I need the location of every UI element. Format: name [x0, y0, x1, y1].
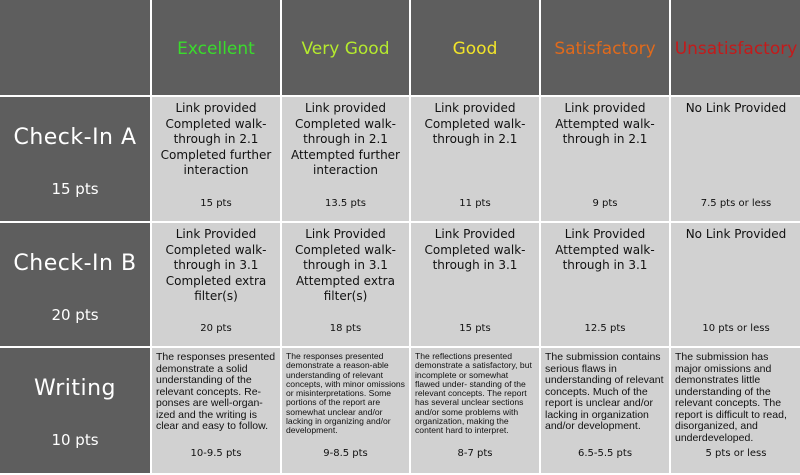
criterion-score: 10-9.5 pts	[190, 448, 242, 459]
criterion-score: 15 pts	[459, 323, 491, 334]
criterion-cell: Link Provided Completed walk- through in…	[152, 223, 280, 346]
level-header-good: Good	[411, 0, 539, 95]
corner-cell	[0, 0, 150, 95]
criterion-description: The responses presented demonstrate a so…	[156, 351, 276, 432]
criterion-score: 9-8.5 pts	[323, 448, 368, 459]
criterion-score: 10 pts or less	[702, 323, 770, 334]
criterion-cell: No Link Provided 7.5 pts or less	[671, 97, 800, 221]
row-header-writing: Writing 10 pts	[0, 348, 150, 473]
criterion-description: Link provided Completed walk- through in…	[160, 101, 272, 177]
criterion-cell: Link provided Completed walk- through in…	[411, 97, 539, 221]
level-label: Good	[452, 38, 498, 59]
criterion-cell: Link Provided Completed walk- through in…	[411, 223, 539, 346]
criterion-cell: The responses presented demonstrate a re…	[282, 348, 409, 473]
level-header-satisfactory: Satisfactory	[541, 0, 669, 95]
criterion-score: 6.5-5.5 pts	[577, 448, 633, 459]
level-header-unsatisfactory: Unsatisfactory	[671, 0, 800, 95]
level-label: Satisfactory	[554, 38, 656, 59]
criterion-cell: No Link Provided 10 pts or less	[671, 223, 800, 346]
criterion-name: Writing	[33, 376, 117, 401]
criterion-cell: The reflections presented demonstrate a …	[411, 348, 539, 473]
level-header-excellent: Excellent	[152, 0, 280, 95]
criterion-name: Check-In A	[13, 125, 137, 150]
criterion-score: 7.5 pts or less	[700, 198, 772, 209]
criterion-cell: The responses presented demonstrate a so…	[152, 348, 280, 473]
level-label: Excellent	[177, 38, 255, 59]
level-label: Unsatisfactory	[674, 38, 798, 59]
criterion-name: Check-In B	[13, 251, 137, 276]
criterion-cell: Link Provided Completed walk- through in…	[282, 223, 409, 346]
criterion-score: 18 pts	[329, 323, 362, 334]
criterion-description: Link Provided Completed walk- through in…	[165, 227, 267, 303]
criterion-description: The submission contains serious flaws in…	[545, 351, 664, 432]
criterion-description: The submission has major omissions and d…	[675, 351, 787, 444]
criterion-score: 20 pts	[200, 323, 232, 334]
criterion-score: 11 pts	[459, 198, 491, 209]
criterion-cell: Link provided Completed walk- through in…	[152, 97, 280, 221]
criterion-description: The responses presented demonstrate a re…	[286, 351, 405, 436]
criterion-description: Link Provided Completed walk- through in…	[294, 227, 397, 303]
criterion-description: No Link Provided	[685, 227, 787, 241]
criterion-description: Link provided Completed walk- through in…	[424, 101, 526, 146]
row-header-check-in-a: Check-In A 15 pts	[0, 97, 150, 221]
criterion-score: 13.5 pts	[325, 198, 366, 209]
row-header-check-in-b: Check-In B 20 pts	[0, 223, 150, 346]
criterion-score: 9 pts	[592, 198, 618, 209]
level-header-very-good: Very Good	[282, 0, 409, 95]
criterion-description: No Link Provided	[685, 101, 787, 115]
criterion-cell: The submission has major omissions and d…	[671, 348, 800, 473]
criterion-score: 15 pts	[200, 198, 232, 209]
criterion-points: 10 pts	[51, 431, 99, 449]
criterion-points: 15 pts	[51, 180, 99, 198]
criterion-score: 12.5 pts	[584, 323, 626, 334]
criterion-description: The reflections presented demonstrate a …	[415, 351, 532, 436]
criterion-score: 8-7 pts	[457, 448, 493, 459]
level-label: Very Good	[301, 38, 390, 59]
criterion-cell: Link provided Attempted walk- through in…	[541, 97, 669, 221]
criterion-description: Link provided Attempted walk- through in…	[555, 101, 655, 146]
criterion-cell: Link provided Completed walk- through in…	[282, 97, 409, 221]
criterion-points: 20 pts	[51, 306, 99, 324]
criterion-cell: The submission contains serious flaws in…	[541, 348, 669, 473]
criterion-description: Link Provided Completed walk- through in…	[424, 227, 526, 272]
criterion-description: Link Provided Attempted walk- through in…	[555, 227, 655, 272]
criterion-description: Link provided Completed walk- through in…	[290, 101, 400, 177]
criterion-score: 5 pts or less	[705, 448, 767, 459]
criterion-cell: Link Provided Attempted walk- through in…	[541, 223, 669, 346]
